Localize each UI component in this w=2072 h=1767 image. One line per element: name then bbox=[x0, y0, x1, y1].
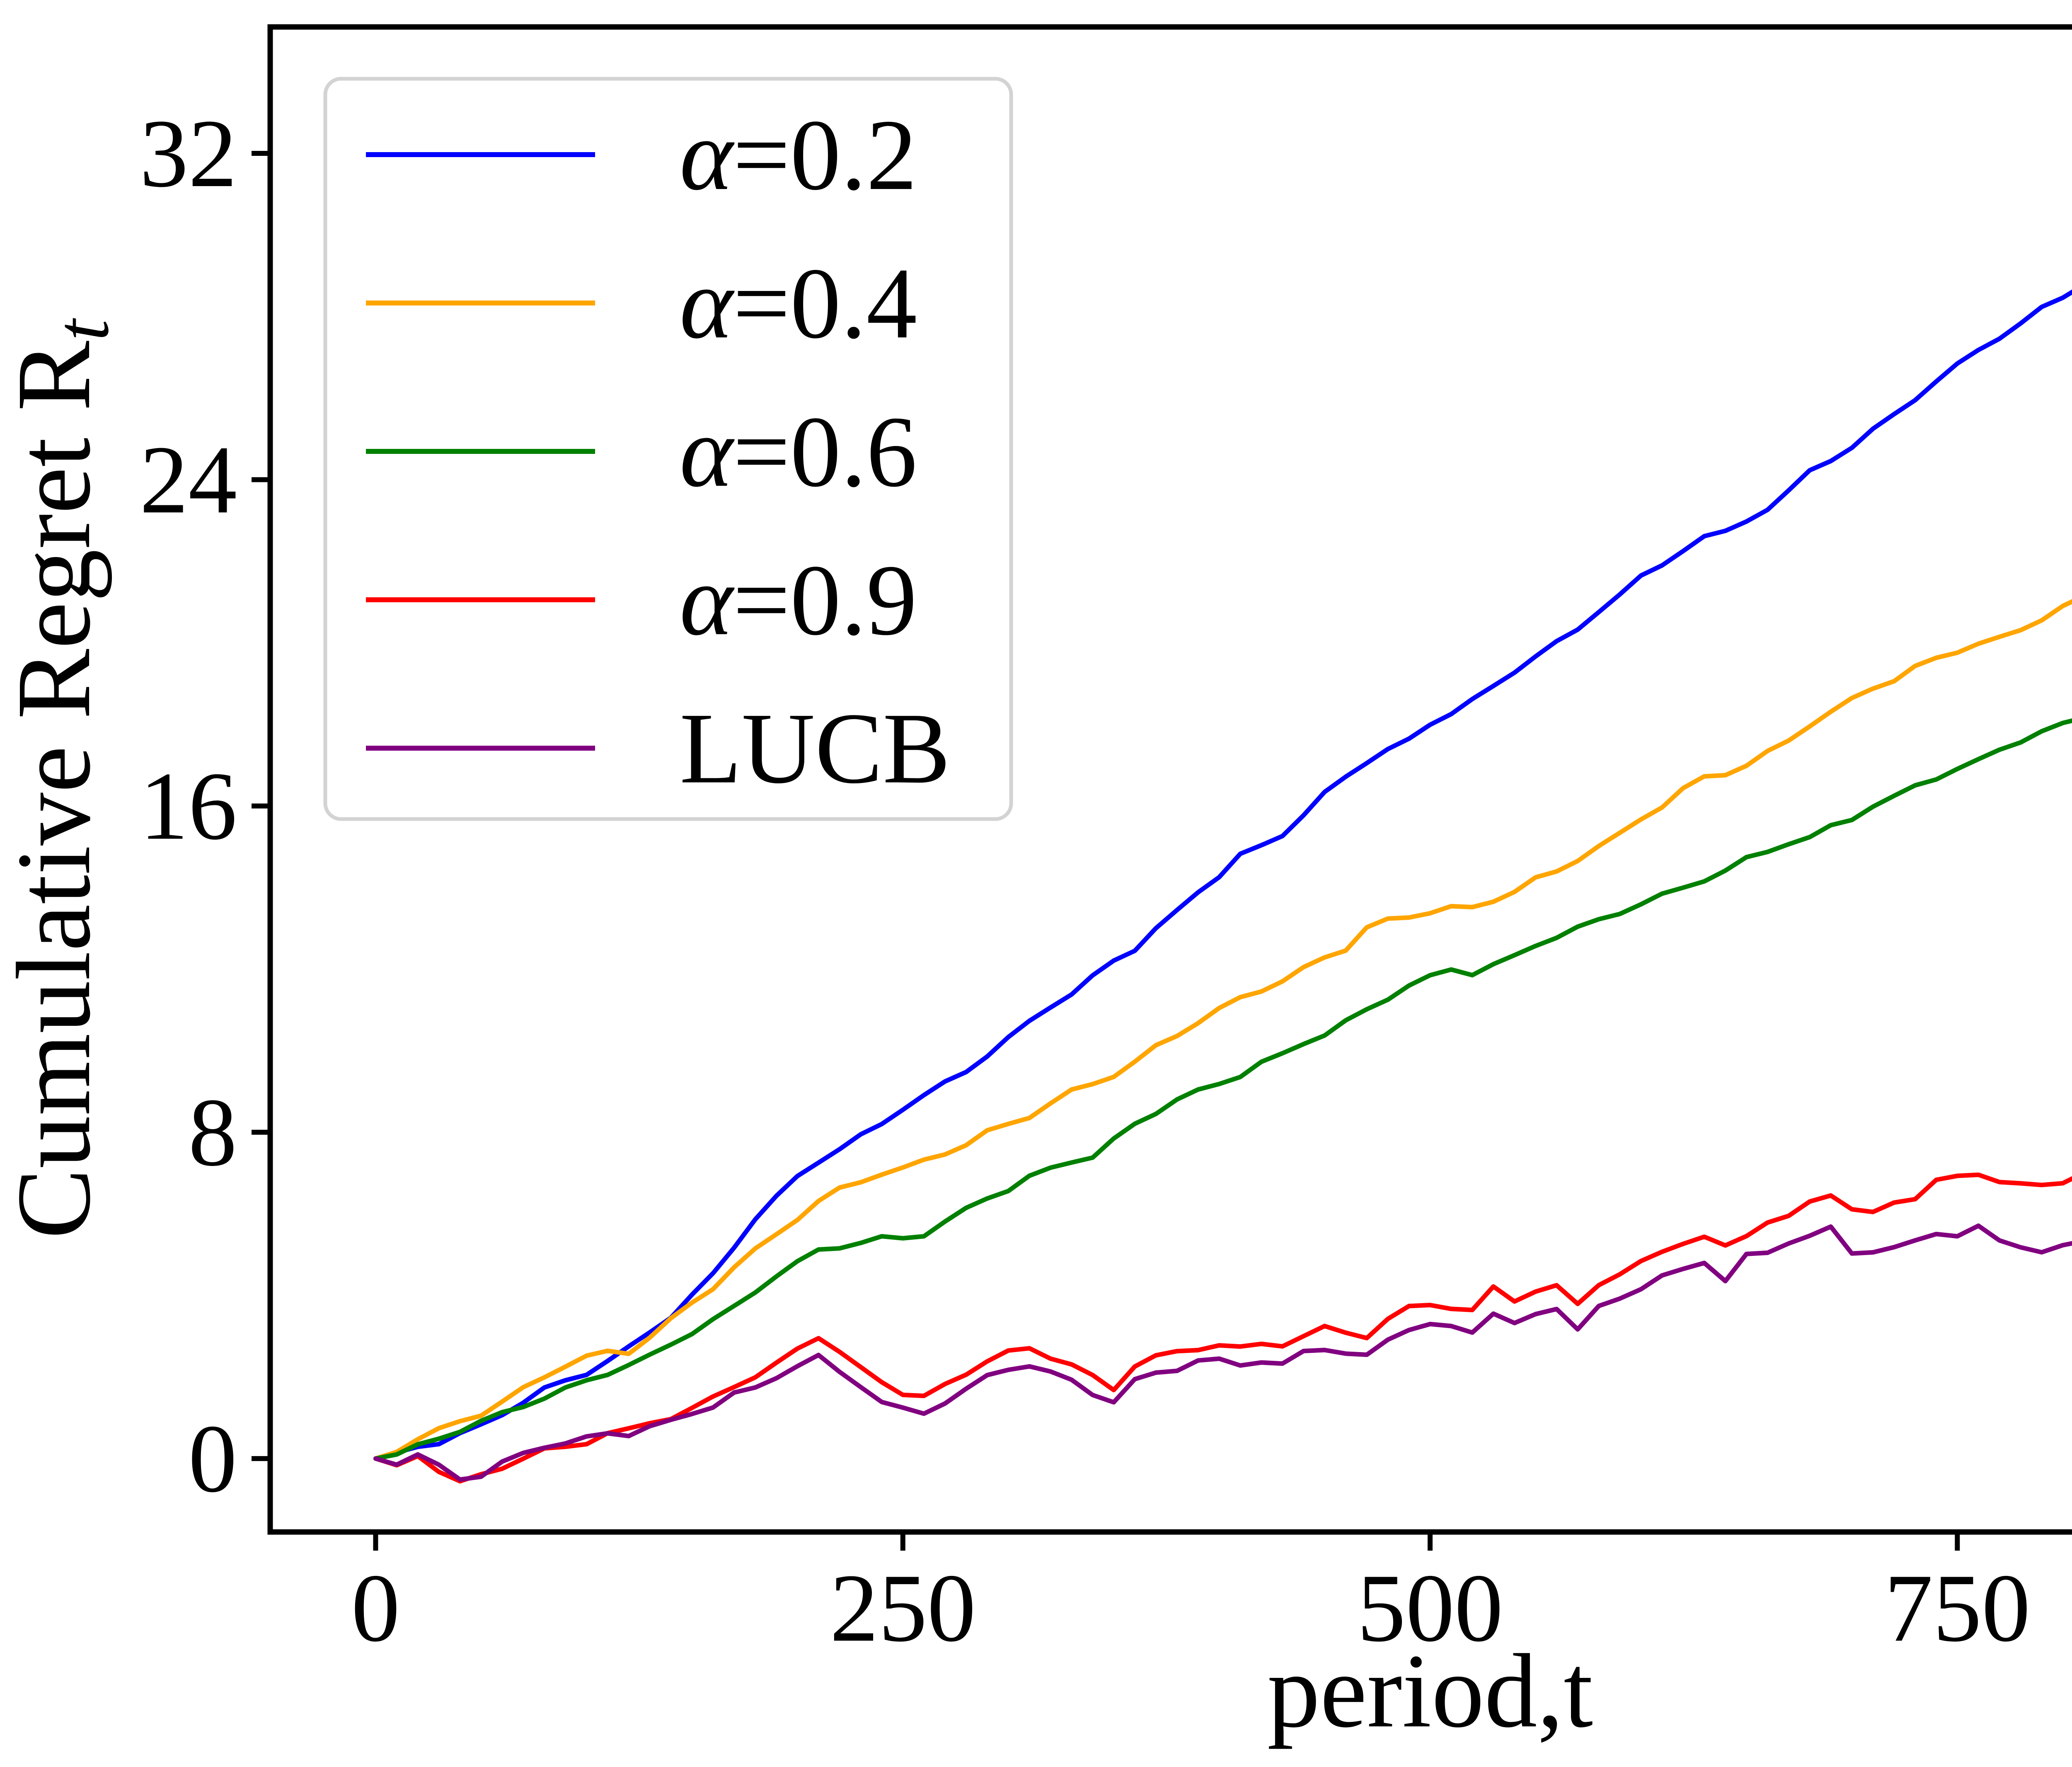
x-tick-label: 250 bbox=[830, 1554, 976, 1662]
series-line-lucb bbox=[373, 1223, 2072, 1482]
series-line--0-6 bbox=[373, 718, 2072, 1461]
y-tick-label: 16 bbox=[140, 752, 237, 860]
legend-label-0: α=0.2 bbox=[680, 99, 917, 211]
y-tick-label: 32 bbox=[140, 99, 237, 207]
x-tick-label: 500 bbox=[1357, 1554, 1503, 1662]
legend-label-1: α=0.4 bbox=[680, 247, 917, 359]
y-tick-label: 8 bbox=[189, 1079, 237, 1186]
legend-box bbox=[323, 77, 1013, 821]
series-line--0-4 bbox=[373, 599, 2072, 1461]
y-axis-label: Cumulative Regret Rt bbox=[0, 318, 124, 1239]
plot-area: 0250500750100008162432α=0.2α=0.4α=0.6α=0… bbox=[140, 24, 2072, 1662]
y-tick-label: 0 bbox=[189, 1405, 237, 1512]
y-tick-label: 24 bbox=[140, 426, 237, 533]
y-axis-label-main: Cumulative Regret R bbox=[0, 341, 112, 1239]
y-axis-label-subscript: t bbox=[40, 318, 124, 341]
series-line--0-9 bbox=[373, 1172, 2072, 1483]
legend-label-3: α=0.9 bbox=[680, 544, 917, 656]
legend-label-4: LUCB bbox=[680, 692, 950, 805]
x-tick-label: 0 bbox=[351, 1554, 400, 1662]
legend-label-2: α=0.6 bbox=[680, 395, 917, 508]
x-axis-label: period,t bbox=[1267, 1633, 1593, 1750]
series-line--0-2 bbox=[373, 289, 2072, 1461]
x-tick-label: 750 bbox=[1884, 1554, 2031, 1662]
